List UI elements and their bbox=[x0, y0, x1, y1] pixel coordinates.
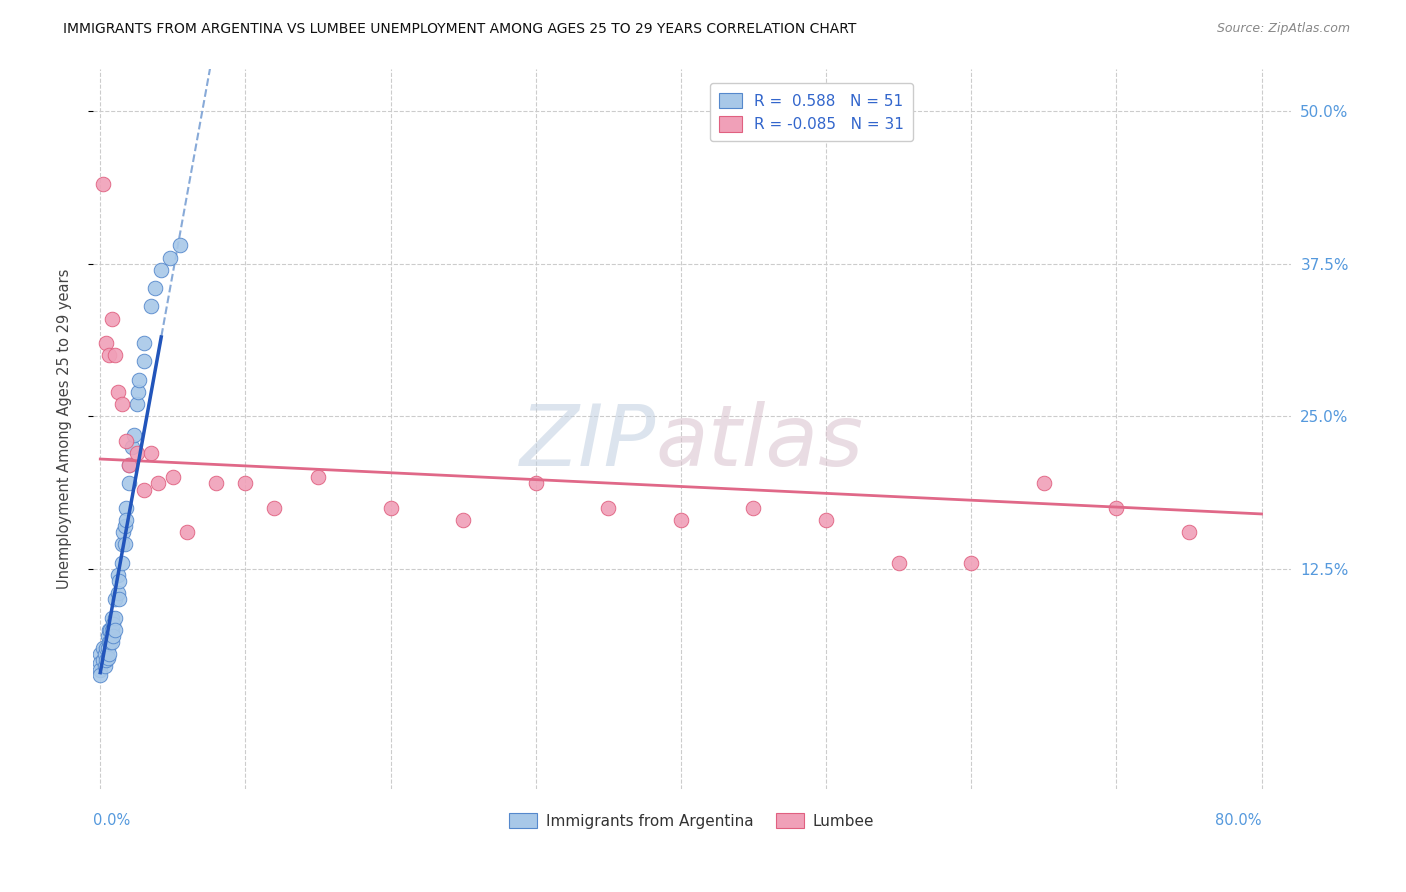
Point bbox=[128, 373, 150, 387]
Text: 0.0%: 0.0% bbox=[93, 813, 131, 828]
Point bbox=[103, 629, 125, 643]
Point bbox=[91, 641, 114, 656]
Point bbox=[139, 446, 162, 460]
Point bbox=[114, 519, 136, 533]
Point bbox=[98, 648, 121, 662]
Point bbox=[93, 659, 115, 673]
Point bbox=[89, 668, 111, 682]
Point bbox=[98, 623, 121, 637]
Point bbox=[104, 348, 127, 362]
Point bbox=[122, 427, 145, 442]
Point bbox=[169, 238, 191, 252]
Point bbox=[103, 616, 125, 631]
Point bbox=[108, 574, 131, 588]
Point bbox=[598, 500, 620, 515]
Point bbox=[115, 513, 138, 527]
Point bbox=[111, 537, 134, 551]
Point bbox=[263, 500, 285, 515]
Point bbox=[669, 513, 692, 527]
Point bbox=[132, 336, 155, 351]
Point bbox=[108, 592, 131, 607]
Point bbox=[91, 178, 114, 192]
Point bbox=[127, 384, 149, 399]
Point bbox=[125, 397, 148, 411]
Point bbox=[125, 446, 148, 460]
Point bbox=[89, 648, 111, 662]
Point bbox=[112, 525, 135, 540]
Point bbox=[96, 651, 118, 665]
Text: IMMIGRANTS FROM ARGENTINA VS LUMBEE UNEMPLOYMENT AMONG AGES 25 TO 29 YEARS CORRE: IMMIGRANTS FROM ARGENTINA VS LUMBEE UNEM… bbox=[63, 22, 856, 37]
Point bbox=[121, 440, 143, 454]
Point bbox=[101, 635, 124, 649]
Point bbox=[101, 610, 124, 624]
Point bbox=[132, 483, 155, 497]
Point bbox=[101, 311, 124, 326]
Point bbox=[145, 281, 167, 295]
Point bbox=[89, 663, 111, 677]
Text: 80.0%: 80.0% bbox=[1215, 813, 1261, 828]
Text: atlas: atlas bbox=[655, 401, 863, 484]
Point bbox=[451, 513, 474, 527]
Point bbox=[307, 470, 329, 484]
Point bbox=[1105, 500, 1128, 515]
Point bbox=[107, 568, 129, 582]
Point bbox=[107, 384, 129, 399]
Point bbox=[98, 348, 121, 362]
Point bbox=[1178, 525, 1201, 540]
Point bbox=[162, 470, 184, 484]
Point bbox=[104, 623, 127, 637]
Point bbox=[159, 251, 181, 265]
Point bbox=[94, 653, 117, 667]
Point bbox=[104, 592, 127, 607]
Legend: Immigrants from Argentina, Lumbee: Immigrants from Argentina, Lumbee bbox=[503, 806, 880, 835]
Point bbox=[104, 610, 127, 624]
Point bbox=[380, 500, 402, 515]
Point bbox=[114, 537, 136, 551]
Point bbox=[887, 556, 910, 570]
Point bbox=[815, 513, 838, 527]
Point bbox=[176, 525, 198, 540]
Point bbox=[524, 476, 547, 491]
Point bbox=[150, 263, 173, 277]
Point bbox=[1032, 476, 1054, 491]
Point bbox=[107, 586, 129, 600]
Point bbox=[960, 556, 983, 570]
Y-axis label: Unemployment Among Ages 25 to 29 years: Unemployment Among Ages 25 to 29 years bbox=[58, 268, 72, 589]
Text: ZIP: ZIP bbox=[520, 401, 655, 484]
Point bbox=[100, 623, 122, 637]
Point bbox=[139, 300, 162, 314]
Point bbox=[94, 641, 117, 656]
Point bbox=[742, 500, 765, 515]
Point bbox=[118, 476, 141, 491]
Point bbox=[101, 623, 124, 637]
Point bbox=[118, 458, 141, 472]
Point bbox=[91, 653, 114, 667]
Point bbox=[132, 354, 155, 368]
Point bbox=[94, 336, 117, 351]
Point bbox=[89, 656, 111, 670]
Point bbox=[111, 556, 134, 570]
Point bbox=[93, 648, 115, 662]
Point bbox=[100, 635, 122, 649]
Point bbox=[96, 629, 118, 643]
Point bbox=[235, 476, 257, 491]
Point bbox=[205, 476, 228, 491]
Point bbox=[148, 476, 170, 491]
Point bbox=[115, 434, 138, 448]
Point bbox=[98, 635, 121, 649]
Point bbox=[115, 500, 138, 515]
Point bbox=[96, 641, 118, 656]
Point bbox=[111, 397, 134, 411]
Point bbox=[118, 458, 141, 472]
Text: Source: ZipAtlas.com: Source: ZipAtlas.com bbox=[1216, 22, 1350, 36]
